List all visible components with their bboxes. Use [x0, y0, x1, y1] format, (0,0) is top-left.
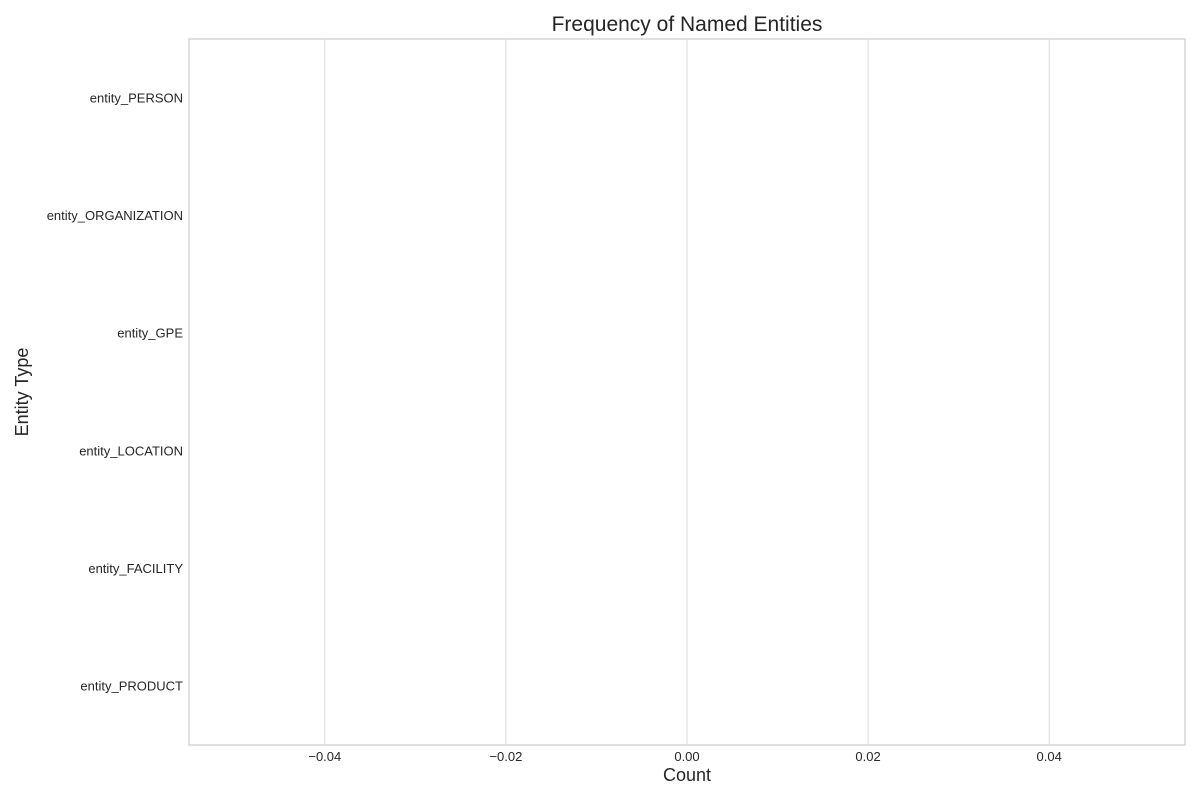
- x-tick-labels: −0.04 −0.02 0.00 0.02 0.04: [308, 749, 1061, 764]
- x-tick-label: 0.04: [1037, 749, 1062, 764]
- y-tick-label: entity_GPE: [117, 326, 183, 341]
- y-tick-label: entity_PERSON: [90, 90, 183, 105]
- x-tick-label: −0.04: [308, 749, 341, 764]
- y-tick-label: entity_FACILITY: [88, 561, 183, 576]
- y-tick-labels: entity_PERSON entity_ORGANIZATION entity_G…: [47, 90, 184, 693]
- x-tick-label: −0.02: [489, 749, 522, 764]
- x-axis-title: Count: [663, 765, 711, 785]
- y-tick-label: entity_PRODUCT: [80, 679, 183, 694]
- y-tick-label: entity_LOCATION: [79, 443, 183, 458]
- x-tick-label: 0.02: [855, 749, 880, 764]
- y-axis-title: Entity Type: [12, 348, 32, 437]
- y-tick-label: entity_ORGANIZATION: [47, 208, 183, 223]
- x-tick-label: 0.00: [674, 749, 699, 764]
- chart-title: Frequency of Named Entities: [552, 13, 823, 36]
- gridlines: [324, 39, 1050, 745]
